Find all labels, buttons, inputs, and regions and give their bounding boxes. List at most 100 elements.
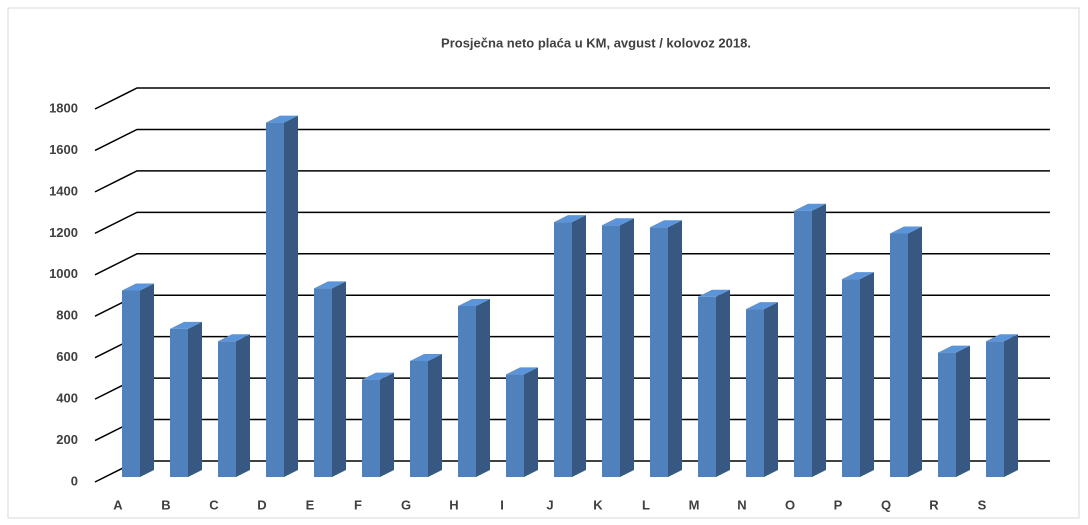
bar: [602, 218, 634, 477]
x-tick-label: I: [500, 497, 504, 512]
bar-front: [554, 222, 572, 477]
bar: [842, 272, 874, 477]
bar-top: [794, 203, 826, 211]
bar-top: [986, 334, 1018, 342]
bar: [650, 220, 682, 477]
bar-side: [476, 299, 490, 477]
grid-line: [94, 128, 1050, 152]
bar-side: [284, 115, 298, 478]
bar-top: [410, 353, 442, 361]
bar-front: [602, 225, 620, 477]
bar-top: [170, 321, 202, 329]
bar-side: [1004, 334, 1018, 477]
bar-top: [218, 334, 250, 342]
bar-side: [860, 272, 874, 477]
bar-top: [362, 372, 394, 380]
x-tick-label: O: [785, 497, 795, 512]
bar-side: [956, 345, 970, 477]
bar: [410, 353, 442, 477]
bar: [698, 289, 730, 477]
bar-side: [812, 203, 826, 477]
x-tick-label: G: [401, 497, 411, 512]
y-tick-label: 1200: [49, 225, 78, 240]
bar-top: [266, 115, 298, 123]
bar-side: [236, 334, 250, 477]
bar-front: [362, 379, 380, 477]
bar-top: [890, 226, 922, 234]
bar-top: [650, 220, 682, 228]
x-tick-label: D: [257, 497, 266, 512]
bar-top: [602, 218, 634, 226]
y-tick-label: 1600: [49, 142, 78, 157]
x-tick-label: S: [978, 497, 987, 512]
bar-top: [746, 302, 778, 310]
bar-front: [266, 122, 284, 478]
bar-front: [458, 306, 476, 477]
bar-side: [188, 321, 202, 477]
x-tick-label: L: [642, 497, 650, 512]
bar: [170, 321, 202, 477]
y-tick-label: 1000: [49, 266, 78, 281]
bar-side: [428, 353, 442, 477]
chart-title: Prosječna neto plaća u KM, avgust / kolo…: [441, 35, 751, 50]
bar-top: [314, 281, 346, 289]
x-tick-label: E: [306, 497, 315, 512]
bar-side: [524, 367, 538, 477]
x-tick-label: J: [546, 497, 553, 512]
x-tick-label: F: [354, 497, 362, 512]
bar-top: [698, 289, 730, 297]
bar: [362, 372, 394, 477]
bar-front: [122, 290, 140, 477]
y-tick-label: 1400: [49, 183, 78, 198]
x-tick-label: A: [113, 497, 123, 512]
bar: [794, 203, 826, 477]
bar-side: [668, 220, 682, 477]
bar-front: [794, 210, 812, 477]
bar-top: [122, 283, 154, 291]
bar: [986, 334, 1018, 477]
bar-side: [572, 215, 586, 477]
grid-line: [94, 211, 1050, 235]
bar-front: [890, 233, 908, 477]
y-tick-label: 1800: [49, 100, 78, 115]
bar-side: [620, 218, 634, 477]
bar-front: [938, 352, 956, 477]
bar-front: [842, 279, 860, 477]
bar: [458, 299, 490, 477]
bar: [506, 367, 538, 477]
x-tick-label: Q: [881, 497, 891, 512]
bar-side: [380, 372, 394, 477]
bar-side: [908, 226, 922, 477]
bar-side: [764, 302, 778, 477]
x-tick-label: M: [689, 497, 700, 512]
bar: [122, 283, 154, 477]
bar: [266, 115, 298, 478]
x-tick-label: R: [929, 497, 939, 512]
bar-front: [170, 328, 188, 477]
bar: [554, 215, 586, 477]
grid-line: [94, 87, 1050, 110]
bar-top: [938, 345, 970, 353]
bar-side: [140, 283, 154, 477]
bar-top: [842, 272, 874, 280]
x-tick-label: C: [209, 497, 219, 512]
bar-top: [554, 215, 586, 223]
y-tick-label: 200: [56, 432, 78, 447]
x-tick-label: B: [161, 497, 170, 512]
bar: [314, 281, 346, 477]
y-tick-label: 600: [56, 349, 78, 364]
bar-side: [332, 281, 346, 477]
x-tick-label: K: [593, 497, 603, 512]
bar-front: [314, 288, 332, 477]
bar: [218, 334, 250, 477]
x-tick-label: P: [834, 497, 843, 512]
bar: [938, 345, 970, 477]
y-tick-label: 0: [71, 473, 78, 488]
bar-front: [986, 341, 1004, 477]
bar-side: [716, 289, 730, 477]
x-tick-label: N: [737, 497, 746, 512]
bar-front: [218, 341, 236, 477]
y-tick-label: 800: [56, 308, 78, 323]
bar-front: [746, 309, 764, 477]
